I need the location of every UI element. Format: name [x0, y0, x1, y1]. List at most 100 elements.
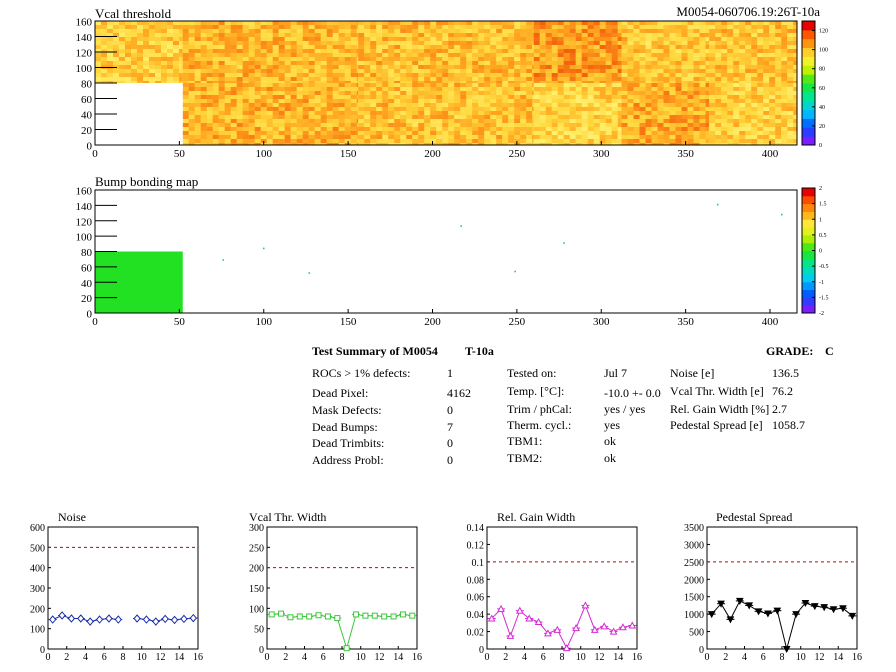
pixel-cell — [545, 123, 552, 127]
pixel-cell — [143, 37, 149, 41]
pixel-cell — [358, 65, 365, 69]
pixel-cell — [581, 81, 588, 83]
pixel-cell — [496, 91, 503, 95]
pixel-cell — [364, 29, 371, 33]
pixel-cell — [137, 21, 143, 25]
pixel-cell — [356, 37, 359, 41]
pixel-cell — [687, 77, 694, 81]
pixel-cell — [137, 37, 143, 41]
pixel-cell — [212, 119, 219, 123]
pixel-cell — [406, 57, 413, 61]
x-tick-label: 300 — [593, 148, 610, 160]
pixel-cell — [769, 73, 776, 77]
pixel-cell — [358, 139, 365, 143]
pixel-cell — [687, 37, 694, 41]
pixel-cell — [382, 77, 389, 81]
pixel-cell — [526, 21, 533, 25]
pixel-cell — [113, 45, 119, 49]
summary-label: ROCs > 1% defects: — [312, 366, 411, 380]
pixel-cell — [314, 29, 321, 33]
pixel-cell — [557, 61, 564, 65]
pixel-cell — [394, 119, 401, 123]
pixel-cell — [681, 73, 688, 77]
pixel-cell — [739, 81, 746, 83]
pixel-cell — [188, 107, 195, 111]
pixel-cell — [687, 73, 694, 77]
pixel-cell — [621, 29, 628, 33]
pixel-cell — [320, 107, 327, 111]
pixel-cell — [448, 115, 455, 119]
pixel-cell — [302, 69, 309, 73]
pixel-cell — [137, 81, 143, 83]
pixel-cell — [119, 65, 125, 69]
pixel-cell — [314, 127, 321, 131]
pixel-cell — [645, 99, 652, 103]
pixel-cell — [230, 49, 237, 53]
pixel-cell — [212, 29, 219, 33]
pixel-cell — [605, 21, 612, 25]
pixel-cell — [376, 111, 383, 115]
pixel-cell — [611, 91, 618, 95]
data-point — [764, 610, 772, 618]
pixel-cell — [605, 143, 612, 145]
pixel-cell — [314, 57, 321, 61]
pixel-cell — [236, 21, 243, 25]
pixel-cell — [254, 65, 261, 69]
pixel-cell — [775, 115, 782, 119]
pixel-cell — [143, 81, 149, 83]
pixel-cell — [436, 119, 443, 123]
pixel-cell — [520, 73, 527, 77]
pixel-cell — [466, 107, 473, 111]
pixel-cell — [687, 29, 694, 33]
pixel-cell — [563, 21, 570, 25]
pixel-cell — [466, 77, 473, 81]
pixel-cell — [532, 139, 534, 143]
pixel-cell — [627, 143, 634, 145]
pixel-cell — [242, 33, 249, 37]
pixel-cell — [296, 65, 303, 69]
pixel-cell — [314, 25, 321, 29]
pixel-cell — [733, 65, 740, 69]
pixel-cell — [418, 53, 425, 57]
pixel-cell — [526, 53, 533, 57]
pixel-cell — [745, 143, 752, 145]
pixel-cell — [627, 29, 634, 33]
pixel-cell — [621, 61, 628, 65]
pixel-cell — [314, 87, 321, 91]
pixel-cell — [382, 143, 389, 145]
pixel-cell — [314, 37, 321, 41]
pixel-cell — [751, 119, 758, 123]
pixel-cell — [599, 103, 606, 107]
pixel-cell — [442, 131, 449, 135]
pixel-cell — [236, 143, 243, 145]
pixel-cell — [545, 61, 552, 65]
pixel-cell — [356, 99, 359, 103]
y-tick-label: 60 — [81, 262, 93, 274]
x-tick-label: 100 — [256, 148, 273, 160]
x-tick-label: 10 — [576, 652, 586, 663]
pixel-cell — [113, 41, 119, 45]
pixel-cell — [526, 45, 533, 49]
pixel-cell — [781, 103, 788, 107]
pixel-cell — [119, 73, 125, 77]
pixel-cell — [575, 73, 582, 77]
pixel-cell — [508, 25, 515, 29]
pixel-cell — [308, 135, 315, 139]
pixel-cell — [669, 21, 676, 25]
pixel-cell — [727, 61, 734, 65]
pixel-cell — [587, 115, 594, 119]
pixel-cell — [617, 61, 622, 65]
pixel-cell — [332, 69, 339, 73]
pixel-cell — [173, 45, 179, 49]
pixel-cell — [254, 83, 261, 87]
palette-tick-label: 1.5 — [819, 202, 827, 208]
pixel-cell — [745, 25, 752, 29]
y-tick-label: 120 — [76, 216, 93, 228]
pixel-cell — [364, 103, 371, 107]
pixel-cell — [326, 143, 333, 145]
pixel-cell — [394, 25, 401, 29]
pixel-cell — [787, 139, 794, 143]
pixel-cell — [125, 29, 131, 33]
pixel-cell — [633, 119, 640, 123]
pixel-cell — [230, 37, 237, 41]
